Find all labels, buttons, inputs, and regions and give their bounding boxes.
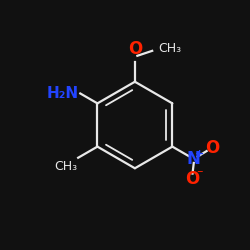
Text: CH₃: CH₃ bbox=[54, 160, 77, 173]
Text: ⁻: ⁻ bbox=[196, 168, 203, 181]
Text: H₂N: H₂N bbox=[47, 86, 79, 101]
Text: CH₃: CH₃ bbox=[158, 42, 182, 55]
Text: +: + bbox=[194, 148, 204, 158]
Text: O: O bbox=[205, 139, 219, 157]
Text: O: O bbox=[128, 40, 142, 58]
Text: O: O bbox=[186, 170, 200, 188]
Text: N: N bbox=[187, 150, 201, 168]
